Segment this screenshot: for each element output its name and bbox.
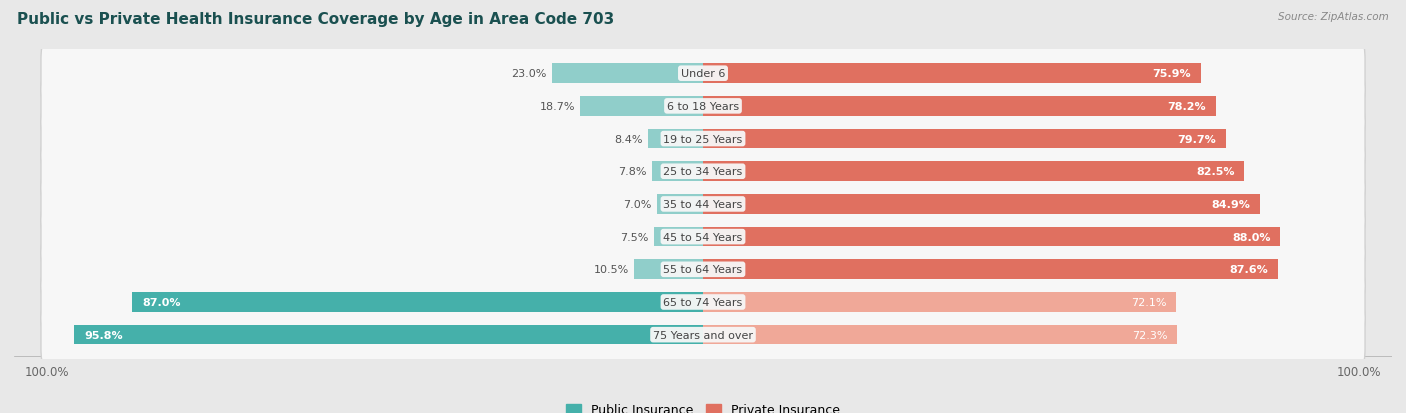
- Text: 7.5%: 7.5%: [620, 232, 648, 242]
- Text: 7.0%: 7.0%: [623, 199, 652, 209]
- Text: 45 to 54 Years: 45 to 54 Years: [664, 232, 742, 242]
- Text: 72.3%: 72.3%: [1132, 330, 1167, 340]
- Text: 25 to 34 Years: 25 to 34 Years: [664, 167, 742, 177]
- FancyBboxPatch shape: [42, 77, 1364, 136]
- Text: Source: ZipAtlas.com: Source: ZipAtlas.com: [1278, 12, 1389, 22]
- Text: 23.0%: 23.0%: [512, 69, 547, 79]
- FancyBboxPatch shape: [41, 109, 1365, 169]
- Text: 88.0%: 88.0%: [1232, 232, 1271, 242]
- Bar: [703, 129, 1226, 149]
- FancyBboxPatch shape: [41, 77, 1365, 137]
- FancyBboxPatch shape: [41, 272, 1365, 332]
- Bar: [703, 64, 1201, 84]
- FancyBboxPatch shape: [42, 306, 1364, 364]
- Bar: [654, 227, 703, 247]
- Text: 7.8%: 7.8%: [619, 167, 647, 177]
- Text: 10.5%: 10.5%: [593, 265, 628, 275]
- FancyBboxPatch shape: [41, 305, 1365, 365]
- Legend: Public Insurance, Private Insurance: Public Insurance, Private Insurance: [561, 398, 845, 413]
- Text: 6 to 18 Years: 6 to 18 Years: [666, 102, 740, 112]
- Text: 19 to 25 Years: 19 to 25 Years: [664, 134, 742, 144]
- Bar: [581, 97, 703, 116]
- Text: 65 to 74 Years: 65 to 74 Years: [664, 297, 742, 307]
- Text: 87.6%: 87.6%: [1229, 265, 1268, 275]
- Bar: [553, 64, 703, 84]
- Text: 82.5%: 82.5%: [1197, 167, 1234, 177]
- Bar: [132, 292, 703, 312]
- Text: 78.2%: 78.2%: [1167, 102, 1206, 112]
- Text: 55 to 64 Years: 55 to 64 Years: [664, 265, 742, 275]
- Text: 75.9%: 75.9%: [1153, 69, 1191, 79]
- Text: 18.7%: 18.7%: [540, 102, 575, 112]
- FancyBboxPatch shape: [41, 142, 1365, 202]
- Bar: [703, 97, 1216, 116]
- Text: 75 Years and over: 75 Years and over: [652, 330, 754, 340]
- Bar: [75, 325, 703, 344]
- Text: 35 to 44 Years: 35 to 44 Years: [664, 199, 742, 209]
- Bar: [648, 129, 703, 149]
- FancyBboxPatch shape: [42, 240, 1364, 299]
- Bar: [652, 162, 703, 182]
- Text: 72.1%: 72.1%: [1130, 297, 1166, 307]
- FancyBboxPatch shape: [41, 207, 1365, 267]
- FancyBboxPatch shape: [42, 142, 1364, 201]
- Text: 8.4%: 8.4%: [614, 134, 643, 144]
- Text: Under 6: Under 6: [681, 69, 725, 79]
- Text: 79.7%: 79.7%: [1177, 134, 1216, 144]
- Bar: [703, 195, 1260, 214]
- FancyBboxPatch shape: [42, 273, 1364, 332]
- FancyBboxPatch shape: [41, 240, 1365, 300]
- FancyBboxPatch shape: [42, 208, 1364, 266]
- Bar: [657, 195, 703, 214]
- Bar: [703, 292, 1175, 312]
- Bar: [703, 325, 1177, 344]
- Bar: [703, 227, 1281, 247]
- Bar: [703, 162, 1244, 182]
- Bar: [634, 260, 703, 280]
- Text: 95.8%: 95.8%: [84, 330, 122, 340]
- Text: 84.9%: 84.9%: [1212, 199, 1250, 209]
- Bar: [703, 260, 1278, 280]
- FancyBboxPatch shape: [41, 44, 1365, 104]
- Text: Public vs Private Health Insurance Coverage by Age in Area Code 703: Public vs Private Health Insurance Cover…: [17, 12, 614, 27]
- Text: 87.0%: 87.0%: [142, 297, 180, 307]
- FancyBboxPatch shape: [42, 175, 1364, 234]
- FancyBboxPatch shape: [42, 110, 1364, 169]
- FancyBboxPatch shape: [41, 174, 1365, 235]
- FancyBboxPatch shape: [42, 45, 1364, 103]
